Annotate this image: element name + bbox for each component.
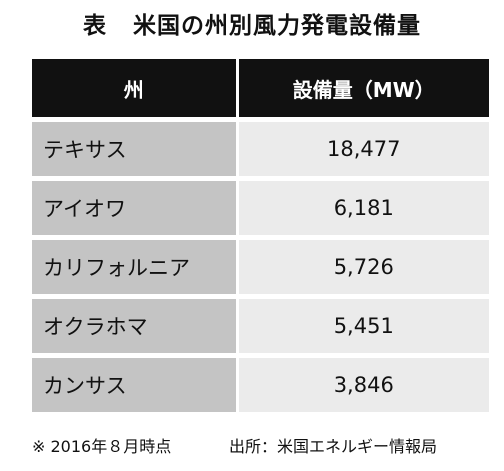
table-row: カンサス 3,846: [32, 355, 489, 412]
header-capacity: 設備量（MW）: [237, 59, 489, 122]
state-cell: カンサス: [32, 355, 239, 412]
table-title: 表米国の州別風力発電設備量: [0, 6, 504, 40]
table-row: カリフォルニア 5,726: [32, 237, 489, 299]
state-cell: テキサス: [32, 119, 239, 181]
capacity-cell: 18,477: [237, 119, 489, 181]
table-title-prefix: 表: [83, 13, 107, 39]
state-cell: アイオワ: [32, 178, 239, 240]
header-state: 州: [32, 59, 239, 122]
table-header-row: 州 設備量（MW）: [32, 59, 489, 122]
table-title-text: 米国の州別風力発電設備量: [133, 13, 421, 39]
wind-capacity-table: 州 設備量（MW） テキサス 18,477 アイオワ 6,181 カリフォルニア…: [32, 59, 489, 412]
state-cell: カリフォルニア: [32, 237, 239, 299]
date-note: ※ 2016年８月時点: [32, 437, 172, 456]
capacity-cell: 6,181: [237, 178, 489, 240]
capacity-cell: 3,846: [237, 355, 489, 412]
state-cell: オクラホマ: [32, 296, 239, 358]
table-row: オクラホマ 5,451: [32, 296, 489, 358]
table-row: テキサス 18,477: [32, 119, 489, 181]
table-row: アイオワ 6,181: [32, 178, 489, 240]
capacity-cell: 5,726: [237, 237, 489, 299]
source-note: 出所：米国エネルギー情報局: [229, 437, 438, 456]
capacity-cell: 5,451: [237, 296, 489, 358]
